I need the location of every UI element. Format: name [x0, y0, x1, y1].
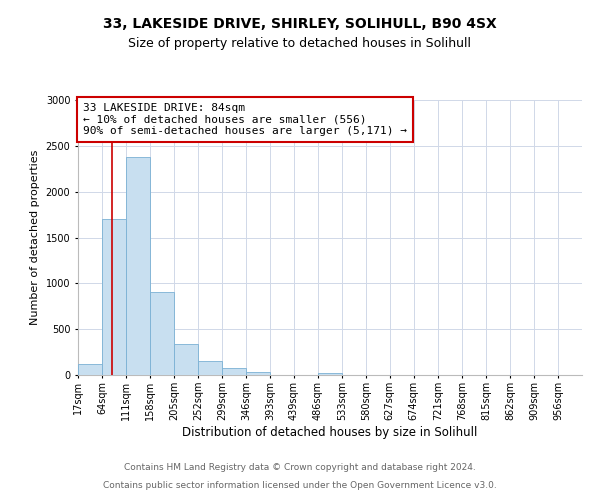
Text: Contains HM Land Registry data © Crown copyright and database right 2024.: Contains HM Land Registry data © Crown c… [124, 464, 476, 472]
Bar [318, 372, 342, 375]
Bar [102, 219, 126, 375]
Bar [222, 368, 246, 375]
Bar [198, 361, 222, 375]
Bar [174, 344, 198, 375]
Bar [246, 372, 270, 375]
Text: 33 LAKESIDE DRIVE: 84sqm
← 10% of detached houses are smaller (556)
90% of semi-: 33 LAKESIDE DRIVE: 84sqm ← 10% of detach… [83, 103, 407, 136]
Bar [78, 364, 102, 375]
Bar [150, 292, 174, 375]
Text: Size of property relative to detached houses in Solihull: Size of property relative to detached ho… [128, 38, 472, 51]
Y-axis label: Number of detached properties: Number of detached properties [30, 150, 40, 325]
Bar [126, 157, 150, 375]
Text: Contains public sector information licensed under the Open Government Licence v3: Contains public sector information licen… [103, 481, 497, 490]
X-axis label: Distribution of detached houses by size in Solihull: Distribution of detached houses by size … [182, 426, 478, 438]
Text: 33, LAKESIDE DRIVE, SHIRLEY, SOLIHULL, B90 4SX: 33, LAKESIDE DRIVE, SHIRLEY, SOLIHULL, B… [103, 18, 497, 32]
